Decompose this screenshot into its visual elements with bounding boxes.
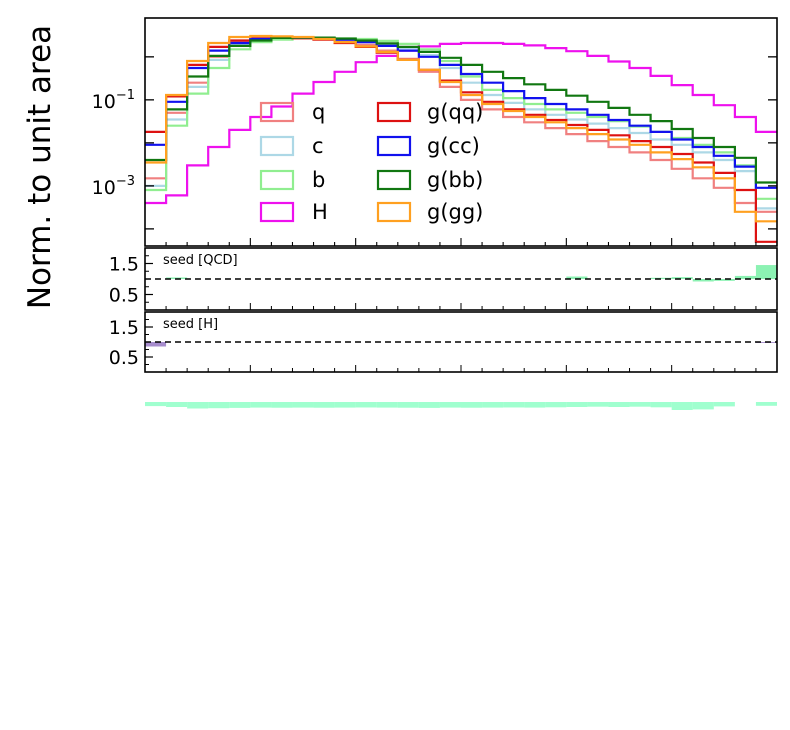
legend-swatch bbox=[376, 101, 412, 123]
ratio-bar bbox=[566, 276, 588, 279]
stray-strip-bar bbox=[482, 402, 504, 408]
stray-strip-bar bbox=[271, 402, 293, 408]
histogram-line-ggg bbox=[145, 34, 777, 223]
ratio-panel-label: seed [QCD] bbox=[163, 253, 238, 268]
stray-strip-bar bbox=[313, 402, 335, 408]
stray-strip-bar bbox=[608, 402, 630, 407]
y-tick-base: 10 bbox=[92, 91, 116, 113]
histogram-line-gbb bbox=[145, 36, 777, 184]
ratio-y-tick-label: 0.5 bbox=[109, 285, 139, 307]
legend-swatch bbox=[259, 135, 295, 157]
ratio-bar bbox=[713, 279, 735, 281]
ratio-y-tick-label: 1.5 bbox=[109, 317, 139, 339]
stray-strip-bar bbox=[503, 402, 525, 408]
ratio-panel-frame bbox=[144, 247, 778, 311]
stray-ratio-strip bbox=[145, 402, 777, 410]
stray-strip-bar bbox=[334, 402, 356, 408]
histogram-line-h bbox=[145, 41, 777, 205]
ratio-y-tick-label: 0.5 bbox=[109, 347, 139, 369]
stray-strip-bar bbox=[629, 402, 651, 407]
ratio-bar bbox=[166, 277, 188, 279]
y-tick-exponent: −3 bbox=[116, 174, 135, 189]
ratio-bar bbox=[671, 277, 693, 279]
legend-swatch bbox=[259, 201, 295, 223]
stray-strip-bar bbox=[545, 402, 567, 408]
legend-swatch bbox=[376, 201, 412, 223]
legend-label: g(gg) bbox=[427, 200, 483, 224]
ratio-panel: 1.5 0.5 seed [H] bbox=[109, 311, 778, 373]
y-axis-label: Norm. to unit area bbox=[22, 25, 58, 309]
y-tick-label: 10−1 bbox=[92, 88, 135, 113]
ratio-bar bbox=[650, 277, 672, 279]
stray-strip-bar bbox=[292, 402, 314, 408]
ratio-bar bbox=[145, 342, 167, 347]
stray-strip-bar bbox=[418, 402, 440, 408]
stray-strip-bar bbox=[250, 402, 272, 408]
ratio-panel-label: seed [H] bbox=[163, 317, 218, 332]
ratio-panels: 1.5 0.5 seed [QCD] 1.5 0.5 seed [H] bbox=[109, 247, 778, 373]
legend-label: q bbox=[312, 100, 325, 124]
stray-strip-bar bbox=[397, 402, 419, 408]
stray-strip-bar bbox=[145, 402, 167, 407]
main-plot-frame bbox=[144, 17, 778, 247]
legend-swatch bbox=[259, 169, 295, 191]
stray-strip-bar bbox=[671, 402, 693, 410]
stray-strip-bar bbox=[524, 402, 546, 408]
stray-strip-bar bbox=[355, 402, 377, 408]
histogram-series-group bbox=[145, 34, 777, 243]
ratio-panel-frame bbox=[144, 311, 778, 373]
legend-label: b bbox=[312, 168, 325, 192]
y-tick-exponent: −1 bbox=[116, 88, 135, 103]
ratio-y-tick-label: 1.5 bbox=[109, 254, 139, 276]
legend-label: H bbox=[312, 200, 328, 224]
legend-label: g(qq) bbox=[427, 100, 483, 124]
y-tick-base: 10 bbox=[92, 177, 116, 199]
stray-strip-bar bbox=[692, 402, 714, 410]
main-axis-ticks: 10−110−3 bbox=[92, 56, 777, 246]
stray-strip-bar bbox=[166, 402, 188, 407]
stray-strip-bar bbox=[376, 402, 398, 408]
stray-strip-bar bbox=[755, 402, 777, 406]
stray-strip-bar bbox=[187, 402, 209, 409]
legend-label: c bbox=[312, 134, 324, 158]
ratio-bar bbox=[692, 279, 714, 282]
legend-label: g(bb) bbox=[427, 168, 483, 192]
stray-strip-bar bbox=[229, 402, 251, 408]
stray-strip-bar bbox=[461, 402, 483, 408]
stray-strip-bar bbox=[587, 402, 609, 407]
ratio-panel: 1.5 0.5 seed [QCD] bbox=[109, 247, 778, 311]
stray-strip-bar bbox=[208, 402, 230, 409]
ratio-bar bbox=[734, 275, 756, 279]
legend-swatch bbox=[259, 101, 295, 123]
legend-label: g(cc) bbox=[427, 134, 480, 158]
stray-strip-bar bbox=[566, 402, 588, 407]
ratio-bar bbox=[755, 265, 777, 279]
stray-strip-bar bbox=[650, 402, 672, 408]
stray-strip-bar bbox=[713, 402, 735, 407]
legend-swatch bbox=[376, 169, 412, 191]
legend-swatch bbox=[376, 135, 412, 157]
y-tick-label: 10−3 bbox=[92, 174, 135, 199]
stray-strip-bar bbox=[439, 402, 461, 408]
